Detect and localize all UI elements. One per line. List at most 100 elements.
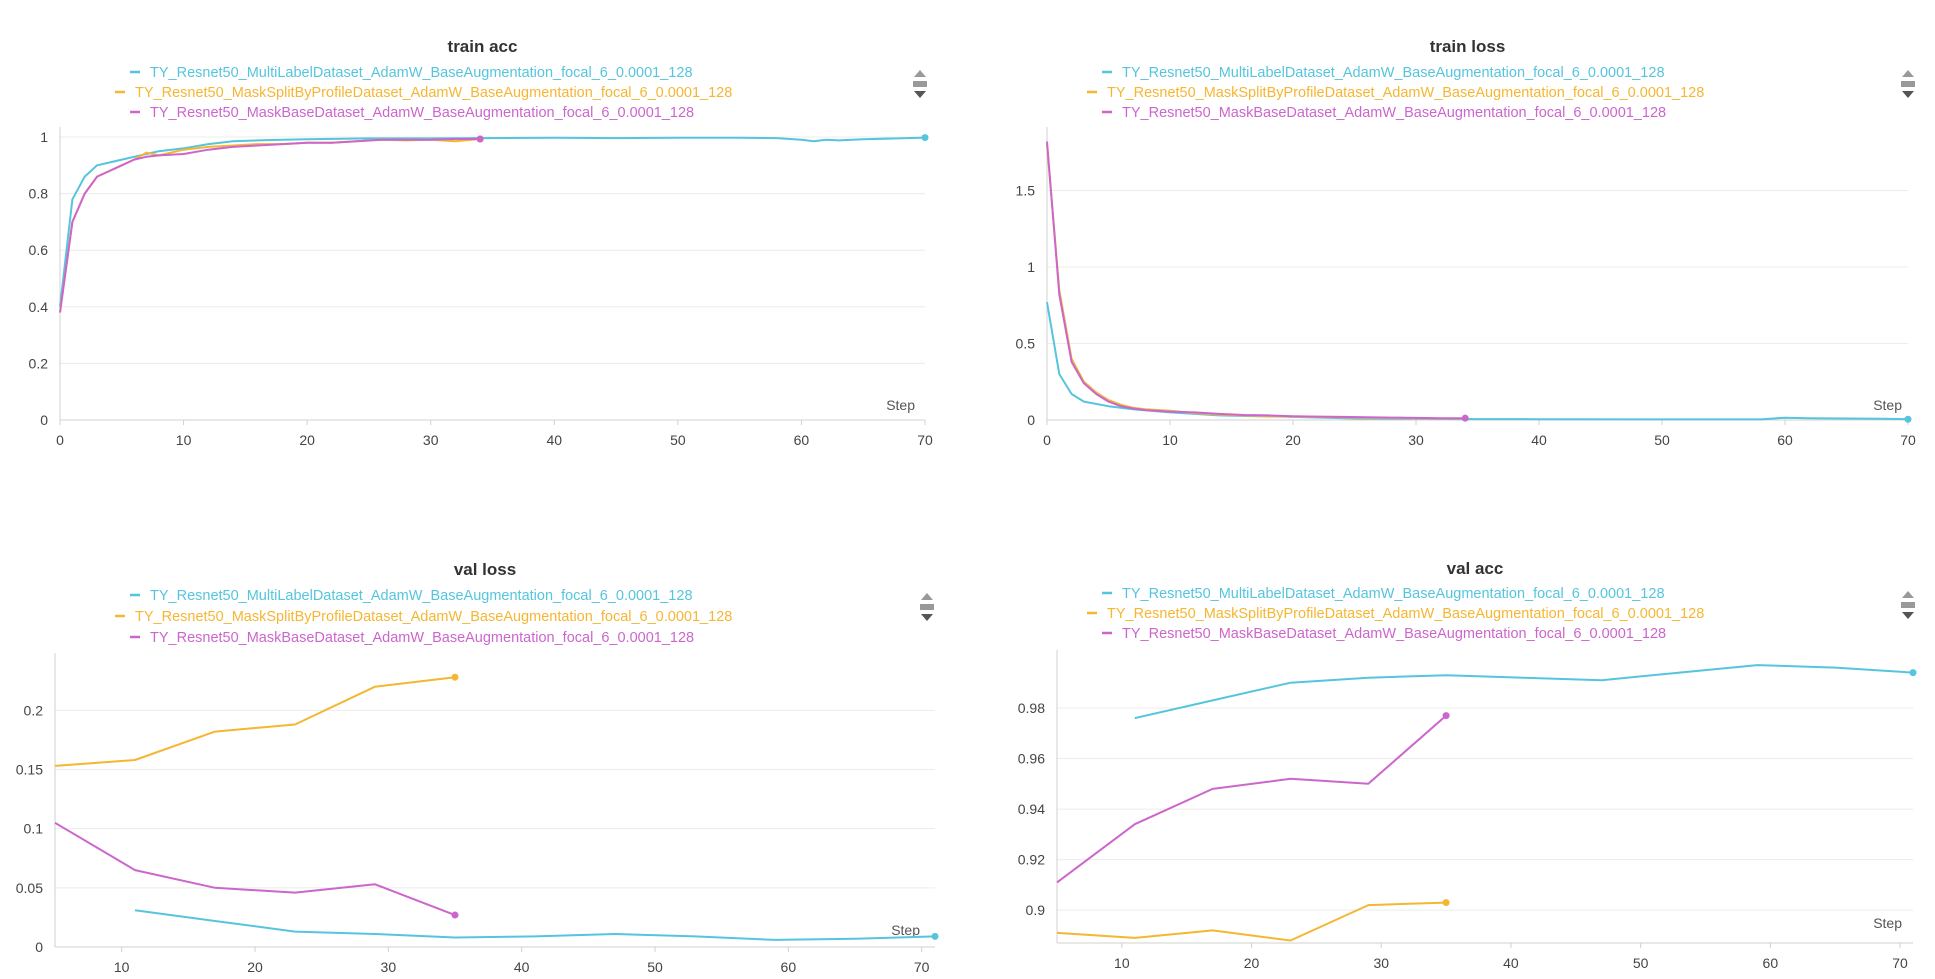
panel-train-acc: train acc TY_Resnet50_MultiLabelDataset_A… <box>0 0 968 490</box>
series-end-point <box>1442 899 1450 907</box>
legend-entry[interactable]: TY_Resnet50_MaskBaseDataset_AdamW_BaseAu… <box>1122 626 1666 642</box>
scroll-thumb[interactable] <box>913 81 927 87</box>
series-end-point <box>921 134 929 142</box>
x-tick-label: 60 <box>781 959 797 975</box>
x-tick-label: 30 <box>1408 432 1424 448</box>
x-tick-label: 20 <box>1244 955 1260 971</box>
legend-entry[interactable]: TY_Resnet50_MaskBaseDataset_AdamW_BaseAu… <box>150 630 694 646</box>
series-end-point <box>451 673 459 681</box>
x-tick-label: 40 <box>1503 955 1519 971</box>
scroll-thumb[interactable] <box>1901 81 1915 87</box>
x-axis-label: Step <box>891 922 920 938</box>
legend-entry[interactable]: TY_Resnet50_MultiLabelDataset_AdamW_Base… <box>1122 65 1665 81</box>
legend-entry[interactable]: TY_Resnet50_MaskSplitByProfileDataset_Ad… <box>1107 85 1704 101</box>
x-tick-label: 10 <box>176 432 192 448</box>
x-tick-label: 40 <box>1531 432 1547 448</box>
legend-scrollbar[interactable] <box>909 66 931 102</box>
x-tick-label: 20 <box>247 959 263 975</box>
series-line <box>1046 302 1909 421</box>
y-tick-label: 0.15 <box>16 762 43 778</box>
x-axis-label: Step <box>1873 915 1902 931</box>
series-line <box>59 138 481 313</box>
legend-entry[interactable]: TY_Resnet50_MaskBaseDataset_AdamW_BaseAu… <box>150 105 694 121</box>
chart-val-acc: val acc TY_Resnet50_MultiLabelDataset_Ada… <box>1018 559 1917 971</box>
x-tick-label: 60 <box>1763 955 1779 971</box>
series-line <box>134 909 936 941</box>
x-tick-label: 50 <box>670 432 686 448</box>
legend-entry[interactable]: TY_Resnet50_MaskSplitByProfileDataset_Ad… <box>135 85 732 101</box>
legend-entry[interactable]: TY_Resnet50_MultiLabelDataset_AdamW_Base… <box>150 588 693 604</box>
x-tick-label: 40 <box>546 432 562 448</box>
scroll-thumb[interactable] <box>1901 602 1915 608</box>
x-tick-label: 10 <box>1114 955 1130 971</box>
x-tick-label: 70 <box>1900 432 1916 448</box>
series-end-point <box>1904 415 1912 423</box>
series-end-point <box>1909 669 1917 677</box>
x-tick-label: 40 <box>514 959 530 975</box>
legend-entry[interactable]: TY_Resnet50_MultiLabelDataset_AdamW_Base… <box>1122 586 1665 602</box>
series-line <box>1046 144 1466 420</box>
y-tick-label: 0.94 <box>1018 801 1045 817</box>
x-tick-label: 60 <box>794 432 810 448</box>
y-tick-label: 0.92 <box>1018 852 1045 868</box>
legend-scrollbar[interactable] <box>916 589 938 625</box>
x-tick-label: 10 <box>1162 432 1178 448</box>
scroll-down-icon[interactable] <box>921 614 933 621</box>
x-tick-label: 50 <box>1654 432 1670 448</box>
series-line <box>1134 664 1914 720</box>
x-tick-label: 0 <box>1043 432 1051 448</box>
y-tick-label: 1.5 <box>1016 183 1036 199</box>
series-end-point <box>1442 712 1450 720</box>
x-tick-label: 70 <box>1892 955 1908 971</box>
y-tick-label: 0.1 <box>24 821 44 837</box>
legend-scrollbar[interactable] <box>1897 587 1919 623</box>
scroll-up-icon[interactable] <box>914 70 926 77</box>
chart-train-loss: train loss TY_Resnet50_MultiLabelDataset_… <box>1016 37 1916 448</box>
scroll-up-icon[interactable] <box>921 593 933 600</box>
series-end-point <box>476 135 484 143</box>
scroll-up-icon[interactable] <box>1902 591 1914 598</box>
scroll-thumb[interactable] <box>920 604 934 610</box>
y-tick-label: 1 <box>40 129 48 145</box>
scroll-down-icon[interactable] <box>914 91 926 98</box>
series-line <box>1056 901 1447 942</box>
x-tick-label: 70 <box>914 959 930 975</box>
legend-entry[interactable]: TY_Resnet50_MaskBaseDataset_AdamW_BaseAu… <box>1122 105 1666 121</box>
x-tick-label: 0 <box>56 432 64 448</box>
y-tick-label: 0.5 <box>1016 336 1036 352</box>
scroll-down-icon[interactable] <box>1902 91 1914 98</box>
legend-entry[interactable]: TY_Resnet50_MaskSplitByProfileDataset_Ad… <box>1107 606 1704 622</box>
y-tick-label: 0.05 <box>16 880 43 896</box>
x-tick-label: 50 <box>1633 955 1649 971</box>
series-end-point <box>931 932 939 940</box>
scroll-down-icon[interactable] <box>1902 612 1914 619</box>
y-tick-label: 0.8 <box>29 186 49 202</box>
y-tick-label: 0.4 <box>29 299 49 315</box>
chart-train-acc: train acc TY_Resnet50_MultiLabelDataset_A… <box>29 37 933 448</box>
panel-val-acc: val acc TY_Resnet50_MultiLabelDataset_Ada… <box>967 489 1935 979</box>
y-tick-label: 0.2 <box>29 355 49 371</box>
y-tick-label: 0 <box>35 939 43 955</box>
scroll-up-icon[interactable] <box>1902 70 1914 77</box>
x-tick-label: 10 <box>114 959 130 975</box>
series-line <box>54 676 456 767</box>
y-tick-label: 0.6 <box>29 242 49 258</box>
y-tick-label: 0.96 <box>1018 751 1045 767</box>
x-tick-label: 70 <box>917 432 933 448</box>
x-tick-label: 20 <box>299 432 315 448</box>
x-tick-label: 50 <box>647 959 663 975</box>
legend-scrollbar[interactable] <box>1897 66 1919 102</box>
x-tick-label: 30 <box>381 959 397 975</box>
y-tick-label: 1 <box>1027 259 1035 275</box>
legend-entry[interactable]: TY_Resnet50_MaskSplitByProfileDataset_Ad… <box>135 609 732 625</box>
panel-train-loss: train loss TY_Resnet50_MultiLabelDataset_… <box>967 0 1935 490</box>
y-tick-label: 0.9 <box>1026 902 1046 918</box>
x-axis-label: Step <box>886 397 915 413</box>
chart-title: val loss <box>454 560 516 579</box>
y-tick-label: 0.98 <box>1018 700 1045 716</box>
x-tick-label: 60 <box>1777 432 1793 448</box>
y-tick-label: 0 <box>1027 412 1035 428</box>
legend-entry[interactable]: TY_Resnet50_MultiLabelDataset_AdamW_Base… <box>150 65 693 81</box>
chart-val-loss: val loss TY_Resnet50_MultiLabelDataset_Ad… <box>16 560 939 975</box>
x-tick-label: 20 <box>1285 432 1301 448</box>
